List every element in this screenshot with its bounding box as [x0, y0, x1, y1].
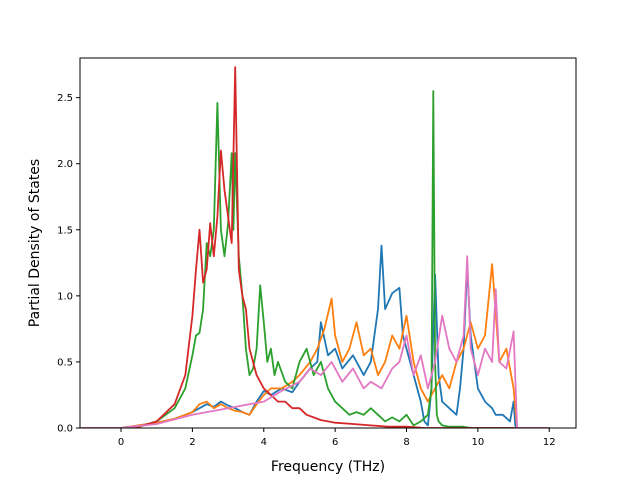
series-line-2	[81, 263, 550, 428]
series-line-5	[81, 255, 550, 428]
x-tick-label: 10	[472, 437, 485, 448]
y-axis-label: Partial Density of States	[27, 159, 43, 327]
y-tick-label: 2.5	[57, 93, 73, 104]
y-tick-label: 1.5	[57, 225, 73, 236]
x-tick-label: 4	[261, 437, 267, 448]
x-axis: 0 2 4 6 8 10 12	[118, 428, 556, 448]
x-tick-label: 2	[189, 437, 195, 448]
x-tick-label: 6	[332, 437, 338, 448]
y-tick-label: 0.0	[57, 424, 73, 435]
y-tick-label: 1.0	[57, 291, 73, 302]
series-layer	[81, 66, 550, 428]
y-tick-label: 0.5	[57, 357, 73, 368]
y-tick-label: 2.0	[57, 159, 73, 170]
x-axis-label: Frequency (THz)	[271, 459, 385, 475]
plot-area-frame	[79, 57, 577, 429]
series-line-4	[81, 66, 550, 428]
x-tick-label: 12	[543, 437, 556, 448]
y-axis: 0.0 0.5 1.0 1.5 2.0 2.5	[57, 93, 80, 435]
x-tick-label: 8	[403, 437, 409, 448]
x-tick-label: 0	[118, 437, 124, 448]
